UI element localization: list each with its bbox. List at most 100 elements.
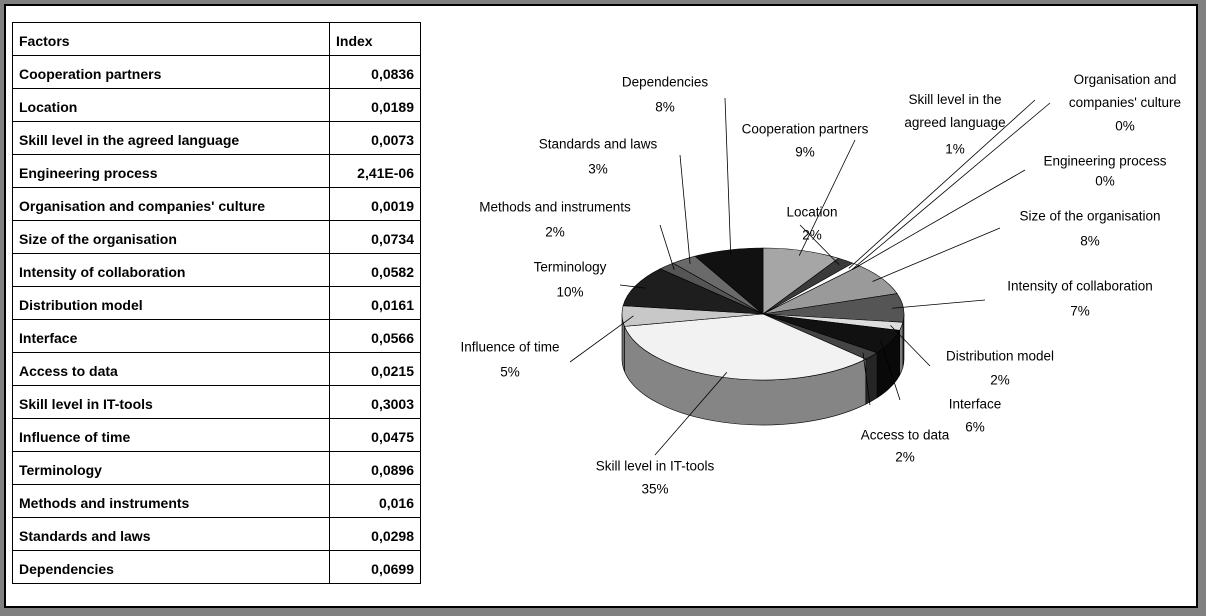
table-cell: Organisation and companies' culture (12, 187, 330, 221)
table-cell: 0,0475 (329, 418, 421, 452)
leader-line (798, 139, 856, 256)
table-cell: Engineering process (12, 154, 330, 188)
table-cell: Access to data (12, 352, 330, 386)
leader-line (851, 169, 1026, 271)
table-cell: 0,0215 (329, 352, 421, 386)
slice-value-label: 5% (500, 365, 520, 380)
pie-slice (624, 313, 867, 381)
table-row: Distribution model 0,0161 (12, 286, 421, 320)
slice-label: Access to data (861, 428, 950, 443)
table-cell: 0,0896 (329, 451, 421, 485)
slice-label: Dependencies (622, 75, 709, 90)
slice-label: Skill level in the agreed language (904, 92, 1005, 130)
slice-value-label: 2% (990, 373, 1010, 388)
slice-value-label: 7% (1070, 304, 1090, 319)
table-cell: 0,0073 (329, 121, 421, 155)
table-row: Standards and laws 0,0298 (12, 517, 421, 551)
slice-label: Interface (949, 397, 1002, 412)
pie-slice (622, 268, 764, 315)
table-row: Intensity of collaboration 0,0582 (12, 253, 421, 287)
slice-label: Skill level in IT-tools (596, 459, 715, 474)
label-line: companies' culture (1069, 95, 1181, 110)
table-cell: Methods and instruments (12, 484, 330, 518)
table-row: Influence of time 0,0475 (12, 418, 421, 452)
leader-line (879, 339, 901, 401)
slice-side (899, 322, 904, 376)
slice-value-label: 2% (802, 228, 822, 243)
table-cell: Standards and laws (12, 517, 330, 551)
slice-label: Organisation and companies' culture (1069, 72, 1181, 110)
leader-line (848, 99, 1036, 269)
table-row: Location 0,0189 (12, 88, 421, 122)
slice-side (865, 352, 878, 405)
slice-value-label: 0% (1095, 174, 1115, 189)
leader-line (890, 325, 931, 367)
slice-value-label: 0% (1115, 119, 1135, 134)
table-row: Engineering process 2,41E-06 (12, 154, 421, 188)
table-cell: Skill level in IT-tools (12, 385, 330, 419)
table-row: Organisation and companies' culture 0,001… (12, 187, 421, 221)
table-row: Cooperation partners 0,0836 (12, 55, 421, 89)
table-cell: 0,0582 (329, 253, 421, 287)
table-cell: 0,3003 (329, 385, 421, 419)
leader-line (619, 284, 646, 289)
slice-value-label: 9% (795, 145, 815, 160)
slice-value-label: 8% (1080, 234, 1100, 249)
table-cell: Intensity of collaboration (12, 253, 330, 287)
leader-line (799, 224, 840, 266)
label-line: Skill level in the (908, 92, 1001, 107)
slice-label: Intensity of collaboration (1007, 279, 1153, 294)
leader-line (654, 372, 728, 456)
table-cell: Interface (12, 319, 330, 353)
slice-value-label: 1% (945, 142, 965, 157)
leader-line (679, 154, 691, 264)
table-cell: 0,016 (329, 484, 421, 518)
table-cell: Influence of time (12, 418, 330, 452)
table-cell: 0,0161 (329, 286, 421, 320)
pie-slice (762, 247, 840, 315)
table-row: Size of the organisation 0,0734 (12, 220, 421, 254)
table-cell: Distribution model (12, 286, 330, 320)
pie-slice (694, 247, 764, 315)
leader-line (862, 352, 871, 406)
window: Factors Index Cooperation partners 0,0836 Lo… (4, 4, 1198, 608)
slice-value-label: 6% (965, 420, 985, 435)
label-line: agreed language (904, 115, 1005, 130)
table-cell: Size of the organisation (12, 220, 330, 254)
slice-label: Terminology (534, 260, 607, 275)
slice-value-label: 2% (545, 225, 565, 240)
slice-label: Cooperation partners (742, 122, 869, 137)
leader-line (724, 97, 732, 256)
label-line: Organisation and (1074, 72, 1177, 87)
table-cell: Cooperation partners (12, 55, 330, 89)
slice-label: Location (786, 205, 837, 220)
table-cell: 0,0189 (329, 88, 421, 122)
table-row: Methods and instruments 0,016 (12, 484, 421, 518)
table-row: Terminology 0,0896 (12, 451, 421, 485)
table-cell: 2,41E-06 (329, 154, 421, 188)
slice-label: Influence of time (460, 340, 559, 355)
table-cell: Terminology (12, 451, 330, 485)
table-cell: Dependencies (12, 550, 330, 584)
leader-line (872, 227, 1001, 282)
slice-value-label: 8% (655, 100, 675, 115)
leader-line (569, 315, 634, 363)
slice-label: Standards and laws (539, 137, 658, 152)
factor-table: Factors Index Cooperation partners 0,0836 Lo… (12, 22, 421, 584)
slice-value-label: 10% (556, 285, 583, 300)
leader-line (659, 224, 675, 270)
slice-label: Methods and instruments (479, 200, 631, 215)
table-row: Dependencies 0,0699 (12, 550, 421, 584)
slice-label: Size of the organisation (1019, 209, 1160, 224)
table-cell: 0,0298 (329, 517, 421, 551)
slice-value-label: 3% (588, 162, 608, 177)
slice-value-label: 35% (641, 482, 668, 497)
leader-line (851, 102, 1051, 271)
table-row: Access to data 0,0215 (12, 352, 421, 386)
slice-value-label: 2% (895, 450, 915, 465)
slice-label: Engineering process (1043, 154, 1166, 169)
table-cell: Location (12, 88, 330, 122)
table-row: Skill level in IT-tools 0,3003 (12, 385, 421, 419)
